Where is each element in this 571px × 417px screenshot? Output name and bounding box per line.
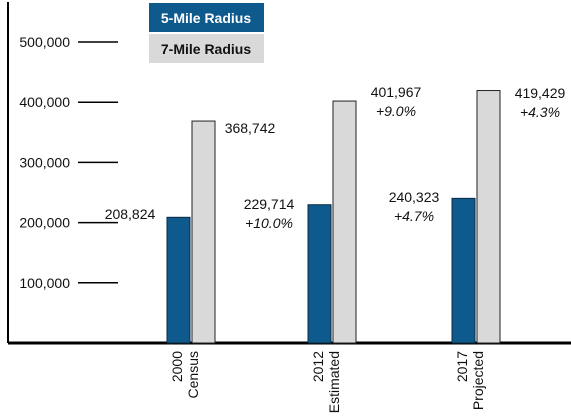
pct-label-5-mile: +4.7%: [394, 208, 434, 224]
legend-swatch-7-mile: [149, 34, 264, 63]
data-label-5-mile: 229,714: [244, 196, 295, 212]
data-label-7-mile: 368,742: [225, 120, 276, 136]
category-label-type: Census: [185, 351, 201, 398]
bar-5-mile: [451, 197, 476, 344]
data-label-5-mile: 208,824: [105, 206, 156, 222]
category-label-type: Projected: [470, 351, 486, 410]
legend-label-5-mile: 5-Mile Radius: [161, 10, 251, 26]
y-ticks: 100,000 200,000 300,000 400,000 500,000: [19, 34, 118, 291]
y-tick-label: 400,000: [19, 94, 70, 110]
data-labels: 208,824 229,714 +10.0% 240,323 +4.7% 368,742 4…: [105, 84, 566, 231]
bars: [166, 90, 501, 344]
data-label-7-mile: 401,967: [371, 84, 422, 100]
y-tick-label: 100,000: [19, 275, 70, 291]
pct-label-5-mile: +10.0%: [245, 215, 293, 231]
data-label-7-mile: 419,429: [515, 85, 566, 101]
y-tick-label: 300,000: [19, 154, 70, 170]
legend-swatch-5-mile: [149, 3, 264, 32]
pct-label-7-mile: +4.3%: [520, 104, 560, 120]
legend-label-7-mile: 7-Mile Radius: [161, 41, 251, 57]
bar-7-mile: [332, 100, 357, 344]
category-label-type: Estimated: [326, 351, 342, 413]
category-label-year: 2000: [169, 351, 185, 382]
category-labels: 2000 Census 2012 Estimated 2017 Projected: [169, 351, 486, 413]
bar-7-mile: [191, 120, 216, 344]
category-label-year: 2017: [454, 351, 470, 382]
y-tick-label: 200,000: [19, 215, 70, 231]
data-label-5-mile: 240,323: [389, 189, 440, 205]
bar-7-mile: [476, 90, 501, 344]
bar-5-mile: [166, 216, 191, 344]
legend: 5-Mile Radius 7-Mile Radius: [149, 3, 264, 63]
bar-5-mile: [307, 204, 332, 344]
y-tick-label: 500,000: [19, 34, 70, 50]
category-label-year: 2012: [310, 351, 326, 382]
pct-label-7-mile: +9.0%: [376, 103, 416, 119]
